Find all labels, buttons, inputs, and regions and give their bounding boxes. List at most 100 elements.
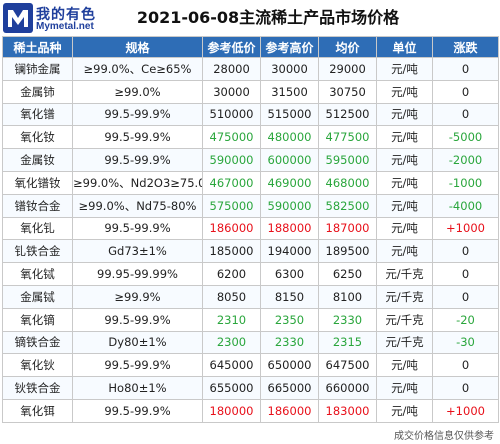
cell-variety: 氧化镨 [2, 102, 73, 127]
cell-variety: 氧化钆 [2, 216, 73, 241]
cell-change: -20 [432, 307, 499, 332]
cell-spec: Ho80±1% [72, 376, 203, 400]
cell-variety: 钆铁合金 [2, 239, 73, 264]
cell-variety: 镧铈金属 [2, 57, 73, 81]
cell-low-price: 510000 [202, 102, 261, 127]
cell-change: +1000 [432, 398, 499, 423]
cell-unit: 元/吨 [376, 125, 433, 150]
cell-spec: 99.5-99.9% [72, 125, 203, 150]
cell-high-price: 515000 [260, 102, 319, 127]
cell-avg-price: 512500 [318, 102, 377, 127]
cell-unit: 元/吨 [376, 57, 433, 81]
cell-variety: 氧化镝 [2, 307, 73, 332]
cell-high-price: 31500 [260, 79, 319, 104]
table-row: 钬铁合金 Ho80±1% 655000 665000 660000 元/吨 0 [2, 376, 499, 400]
cell-low-price: 30000 [202, 79, 261, 104]
cell-spec: 99.5-99.9% [72, 353, 203, 378]
cell-unit: 元/吨 [376, 102, 433, 127]
cell-change: 0 [432, 102, 499, 127]
col-header-spec: 规格 [72, 36, 203, 58]
cell-avg-price: 8100 [318, 284, 377, 309]
table-row: 钆铁合金 Gd73±1% 185000 194000 189500 元/吨 0 [2, 239, 499, 264]
cell-avg-price: 187000 [318, 216, 377, 241]
footer-note: 成交价格信息仅供参考 [394, 431, 494, 442]
cell-high-price: 600000 [260, 148, 319, 172]
cell-high-price: 650000 [260, 353, 319, 378]
cell-variety: 氧化铽 [2, 262, 73, 286]
col-header-high-price: 参考高价 [260, 36, 319, 58]
cell-unit: 元/吨 [376, 216, 433, 241]
cell-avg-price: 6250 [318, 262, 377, 286]
logo-english-text: Mymetal.net [36, 21, 94, 32]
cell-high-price: 2330 [260, 330, 319, 355]
col-header-variety: 稀土品种 [2, 36, 73, 58]
col-header-low-price: 参考低价 [202, 36, 261, 58]
price-table: 稀土品种 规格 参考低价 参考高价 均价 单位 涨跌 镧铈金属 ≥99.0%、Ce… [2, 36, 499, 423]
cell-high-price: 2350 [260, 307, 319, 332]
cell-change: 0 [432, 239, 499, 264]
logo-chinese-text: 我的有色 [36, 7, 96, 23]
cell-spec: 99.5-99.9% [72, 102, 203, 127]
cell-unit: 元/吨 [376, 353, 433, 378]
cell-change: 0 [432, 353, 499, 378]
cell-avg-price: 189500 [318, 239, 377, 264]
table-row: 氧化钕 99.5-99.9% 475000 480000 477500 元/吨 -5000 [2, 125, 499, 150]
cell-spec: ≥99.0% [72, 79, 203, 104]
col-header-unit: 单位 [376, 36, 433, 58]
cell-unit: 元/千克 [376, 284, 433, 309]
cell-high-price: 194000 [260, 239, 319, 264]
table-row: 金属铈 ≥99.0% 30000 31500 30750 元/吨 0 [2, 79, 499, 104]
cell-variety: 氧化钬 [2, 353, 73, 378]
cell-avg-price: 29000 [318, 57, 377, 81]
cell-unit: 元/吨 [376, 193, 433, 218]
cell-change: 0 [432, 376, 499, 400]
cell-change: -30 [432, 330, 499, 355]
cell-avg-price: 595000 [318, 148, 377, 172]
cell-spec: Dy80±1% [72, 330, 203, 355]
cell-change: -2000 [432, 148, 499, 172]
cell-variety: 氧化铒 [2, 398, 73, 423]
cell-avg-price: 660000 [318, 376, 377, 400]
col-header-change: 涨跌 [432, 36, 499, 58]
cell-spec: Gd73±1% [72, 239, 203, 264]
cell-variety: 镨钕合金 [2, 193, 73, 218]
cell-avg-price: 30750 [318, 79, 377, 104]
cell-low-price: 655000 [202, 376, 261, 400]
cell-unit: 元/吨 [376, 79, 433, 104]
cell-variety: 金属铽 [2, 284, 73, 309]
brand-logo[interactable]: 我的有色 Mymetal.net [3, 3, 113, 35]
cell-avg-price: 2330 [318, 307, 377, 332]
cell-avg-price: 477500 [318, 125, 377, 150]
cell-change: 0 [432, 284, 499, 309]
col-header-avg-price: 均价 [318, 36, 377, 58]
cell-low-price: 2300 [202, 330, 261, 355]
cell-variety: 氧化镨钕 [2, 170, 73, 195]
table-row: 氧化镨 99.5-99.9% 510000 515000 512500 元/吨 0 [2, 102, 499, 127]
cell-spec: 99.5-99.9% [72, 216, 203, 241]
cell-low-price: 467000 [202, 170, 261, 195]
cell-change: 0 [432, 79, 499, 104]
table-row: 金属钕 99.5-99.9% 590000 600000 595000 元/吨 -2000 [2, 148, 499, 172]
cell-change: -5000 [432, 125, 499, 150]
cell-variety: 氧化钕 [2, 125, 73, 150]
cell-low-price: 590000 [202, 148, 261, 172]
cell-change: -1000 [432, 170, 499, 195]
cell-spec: ≥99.9% [72, 284, 203, 309]
cell-low-price: 180000 [202, 398, 261, 423]
cell-high-price: 6300 [260, 262, 319, 286]
cell-unit: 元/吨 [376, 398, 433, 423]
cell-spec: ≥99.0%、Ce≥65% [72, 57, 203, 81]
cell-avg-price: 183000 [318, 398, 377, 423]
cell-change: 0 [432, 262, 499, 286]
cell-high-price: 480000 [260, 125, 319, 150]
cell-unit: 元/吨 [376, 376, 433, 400]
page-title: 2021-06-08主流稀土产品市场价格 [136, 8, 400, 27]
cell-unit: 元/千克 [376, 262, 433, 286]
cell-avg-price: 2315 [318, 330, 377, 355]
cell-spec: 99.95-99.99% [72, 262, 203, 286]
cell-unit: 元/千克 [376, 307, 433, 332]
cell-high-price: 665000 [260, 376, 319, 400]
cell-low-price: 2310 [202, 307, 261, 332]
table-row: 氧化钬 99.5-99.9% 645000 650000 647500 元/吨 0 [2, 353, 499, 378]
